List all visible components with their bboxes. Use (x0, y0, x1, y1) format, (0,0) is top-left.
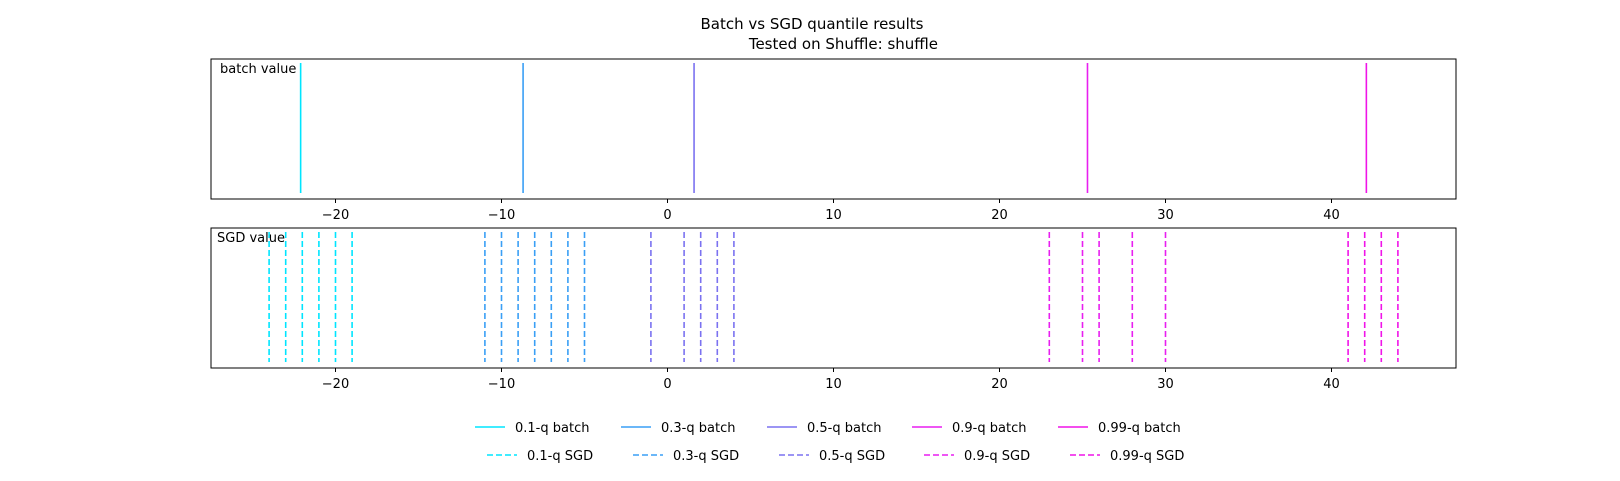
x-tick-label: 20 (991, 208, 1008, 223)
legend-item: 0.1-q batch (475, 421, 589, 436)
axes-frame (210, 227, 1457, 369)
panel-label: batch value (220, 62, 296, 77)
x-tick-label: 30 (1157, 377, 1174, 392)
x-tick-label: 0 (663, 208, 671, 223)
legend-label: 0.1-q batch (515, 421, 589, 436)
x-tick-label: 20 (991, 377, 1008, 392)
x-tick-label: 40 (1323, 377, 1340, 392)
axes-frame (210, 58, 1457, 200)
legend-label: 0.99-q batch (1098, 421, 1181, 436)
legend-item: 0.5-q batch (767, 421, 881, 436)
legend-item: 0.9-q batch (912, 421, 1026, 436)
legend-item: 0.3-q batch (621, 421, 735, 436)
x-tick-label: 10 (825, 208, 842, 223)
chart-subtitle: Tested on Shuffle: shuffle (748, 35, 938, 53)
legend-label: 0.1-q SGD (527, 449, 593, 464)
x-tick-label: 30 (1157, 208, 1174, 223)
x-tick-label: −20 (322, 377, 349, 392)
panel-batch: batch value −20 −10 0 10 20 30 40 (210, 58, 1457, 223)
chart-legend: 0.1-q batch 0.3-q batch 0.5-q batch 0.9-q b… (475, 421, 1184, 464)
legend-label: 0.99-q SGD (1110, 449, 1184, 464)
panel-sgd: SGD value −20 −10 0 10 20 30 40 (210, 227, 1457, 392)
legend-item: 0.5-q SGD (779, 449, 885, 464)
x-tick-label: −20 (322, 208, 349, 223)
legend-item: 0.1-q SGD (487, 449, 593, 464)
legend-label: 0.3-q batch (661, 421, 735, 436)
x-tick-label: −10 (488, 377, 515, 392)
panel-label: SGD value (217, 231, 285, 246)
legend-item: 0.99-q batch (1058, 421, 1181, 436)
legend-label: 0.5-q SGD (819, 449, 885, 464)
chart-title: Batch vs SGD quantile results (700, 15, 923, 33)
legend-item: 0.99-q SGD (1070, 449, 1184, 464)
legend-item: 0.3-q SGD (633, 449, 739, 464)
x-tick-label: 40 (1323, 208, 1340, 223)
legend-item: 0.9-q SGD (924, 449, 1030, 464)
x-tick-label: 0 (663, 377, 671, 392)
chart-panels: batch value −20 −10 0 10 20 30 40 SGD value −20 −1… (210, 58, 1457, 392)
x-tick-label: −10 (488, 208, 515, 223)
legend-label: 0.5-q batch (807, 421, 881, 436)
legend-label: 0.9-q batch (952, 421, 1026, 436)
legend-label: 0.9-q SGD (964, 449, 1030, 464)
legend-label: 0.3-q SGD (673, 449, 739, 464)
x-tick-label: 10 (825, 377, 842, 392)
